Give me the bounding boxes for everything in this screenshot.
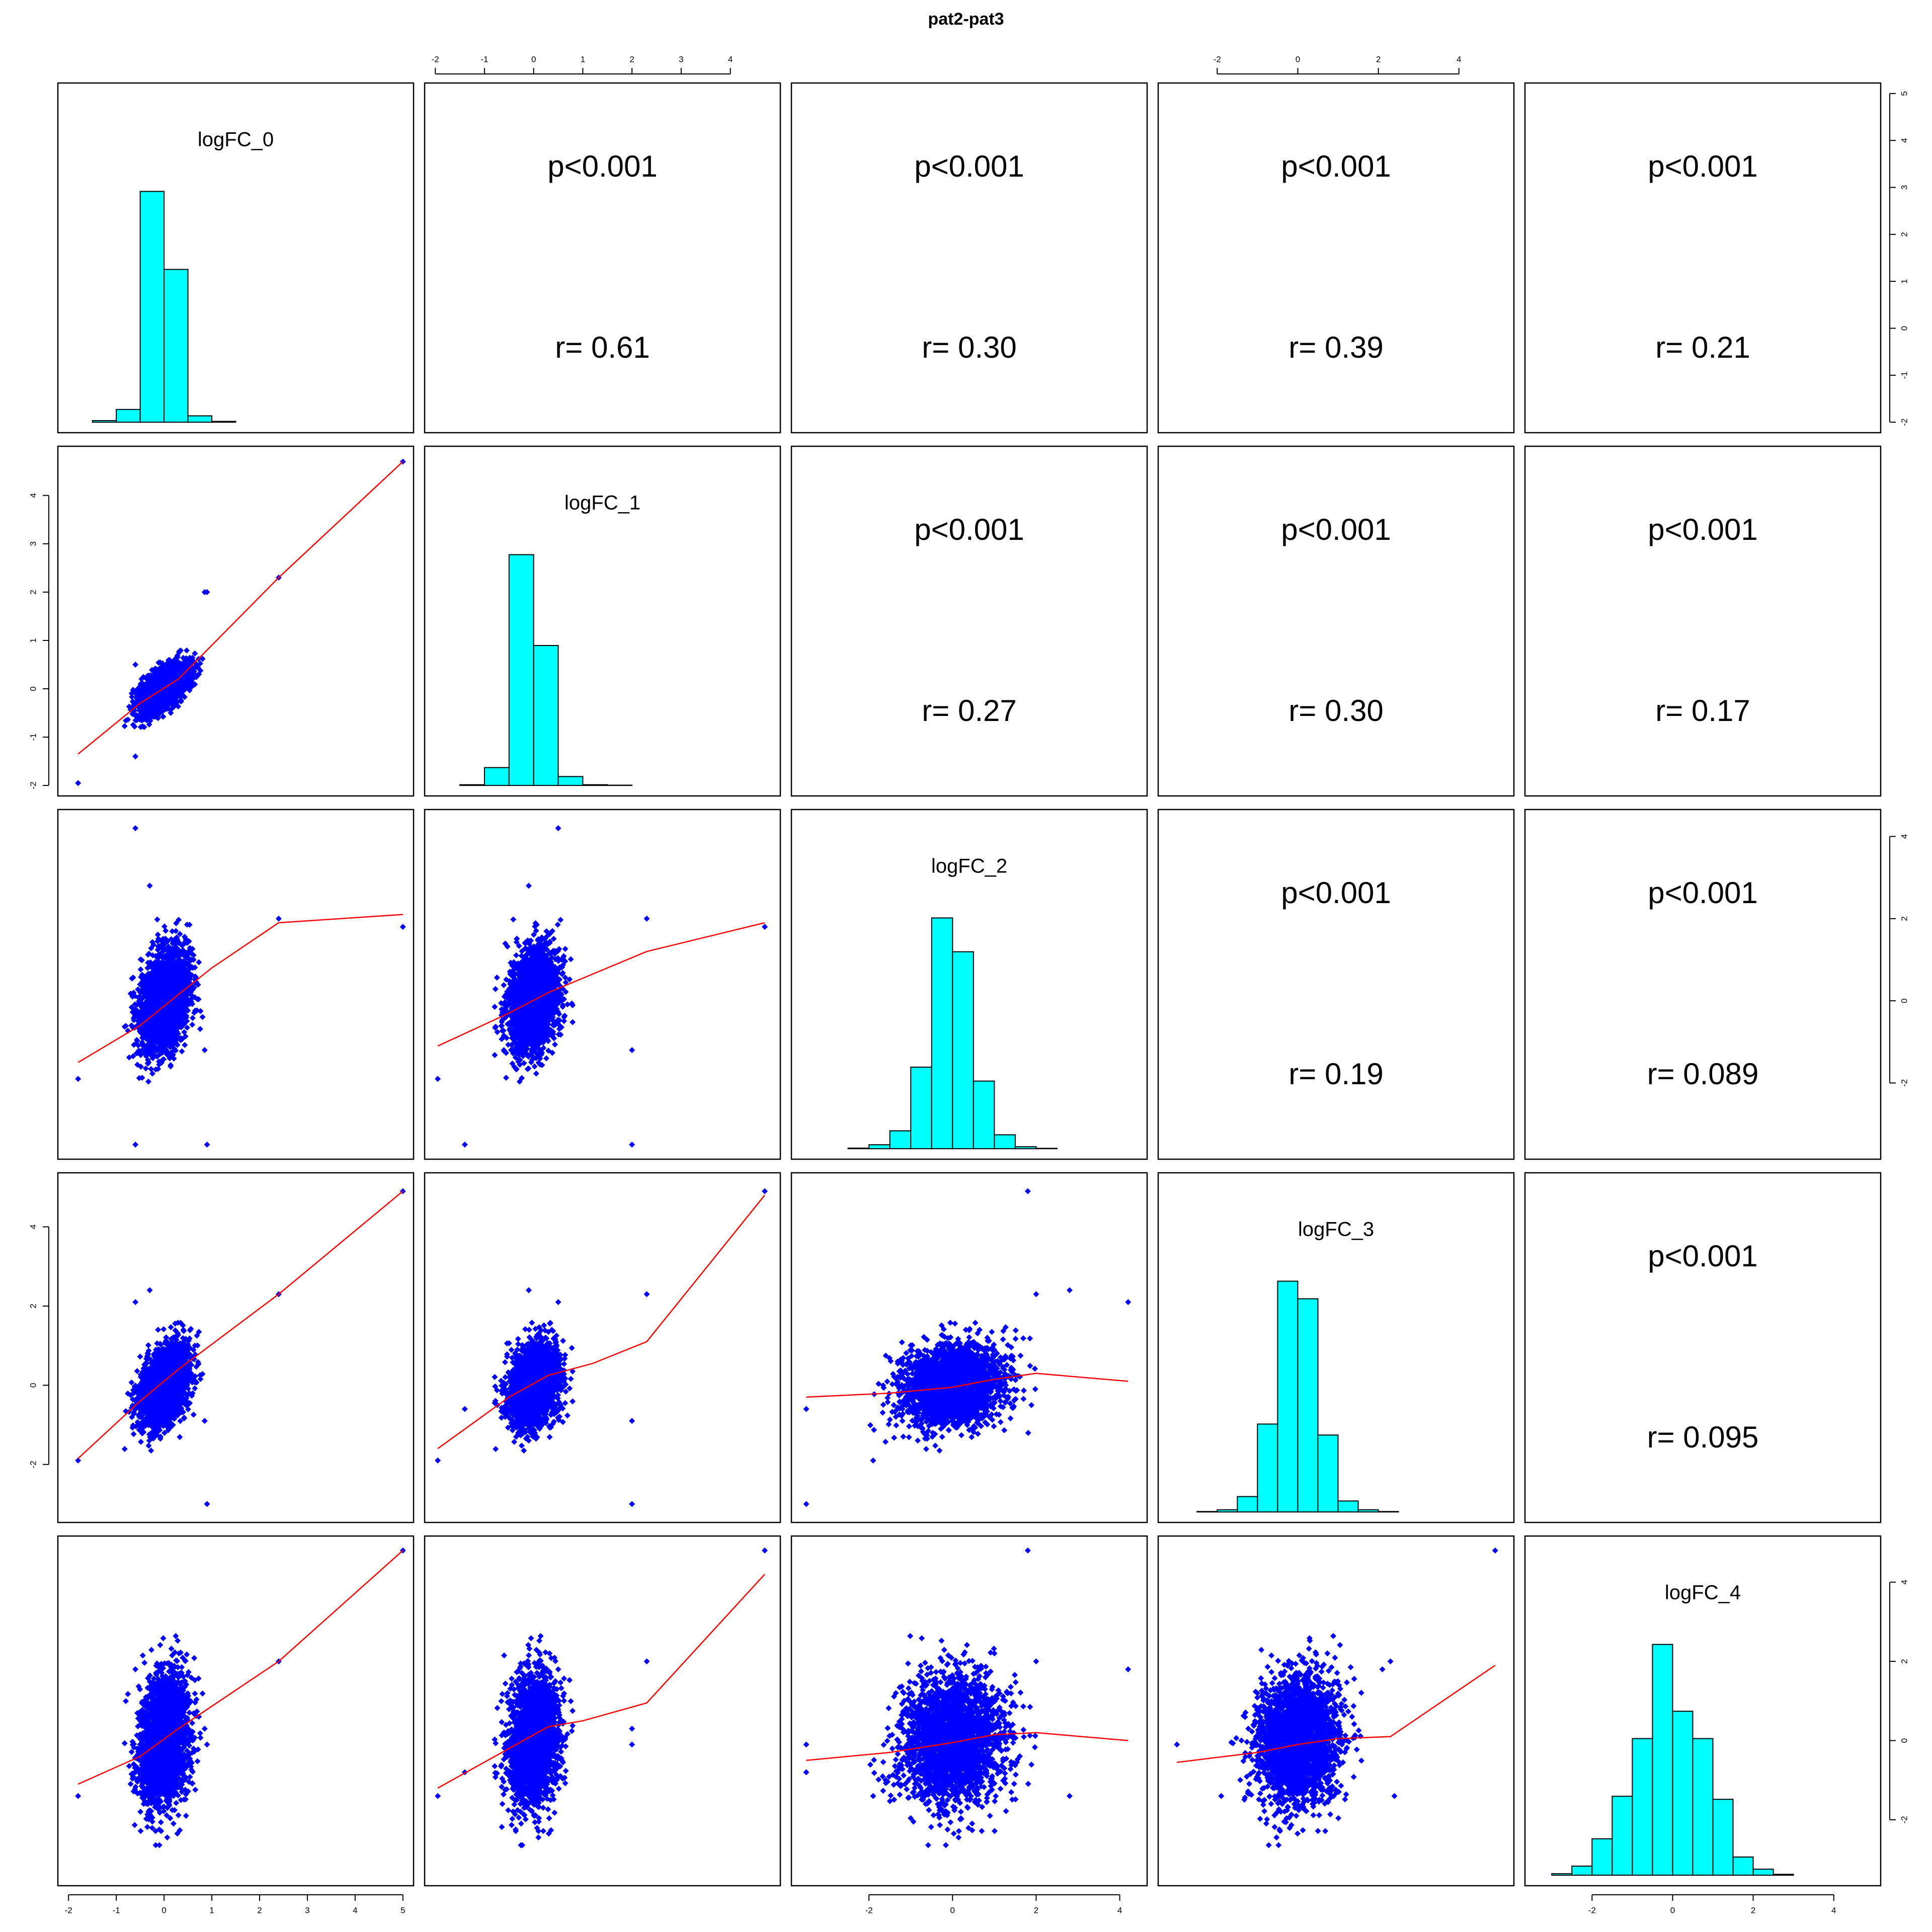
scatter-point <box>196 959 202 965</box>
histogram-bar <box>558 776 583 785</box>
correlation-text: r= 0.30 <box>922 331 1016 364</box>
panel-frame <box>1158 446 1514 796</box>
histogram-bar <box>188 416 212 422</box>
scatter-point <box>181 1029 187 1035</box>
histogram-bar <box>509 554 534 785</box>
panel-0-1: p<0.001 r= 0.61 <box>425 83 780 433</box>
histogram-bar <box>140 191 164 422</box>
panel-frame <box>791 83 1147 433</box>
correlation-text: r= 0.17 <box>1655 694 1750 728</box>
panel-frame <box>58 810 414 1159</box>
variable-label: logFC_1 <box>565 492 640 514</box>
p-value-text: p<0.001 <box>914 513 1024 546</box>
histogram-bar <box>212 422 235 423</box>
p-value-text: p<0.001 <box>1648 513 1758 546</box>
smoother-line <box>78 461 403 754</box>
panel-frame <box>791 446 1147 796</box>
correlation-text: r= 0.21 <box>1655 331 1750 364</box>
scatter-point <box>138 967 144 973</box>
scatter-logFC_0-vs-logFC_1 <box>75 458 406 786</box>
histogram-bar <box>93 421 116 422</box>
correlation-text: r= 0.27 <box>922 694 1016 728</box>
panel-0-2: p<0.001 r= 0.30 <box>791 83 1147 433</box>
scatter-point <box>162 923 168 929</box>
scatter-point <box>132 662 138 668</box>
histogram-bar <box>607 785 632 786</box>
scatter-point <box>189 1022 195 1028</box>
panel-1-0 <box>58 446 414 796</box>
panel-0-4: p<0.001 r= 0.21 <box>1525 83 1881 433</box>
panel-0-0: logFC_0 <box>58 83 414 433</box>
correlation-text: r= 0.30 <box>1289 694 1383 728</box>
panel-0-3: p<0.001 r= 0.39 <box>1158 83 1514 433</box>
panel-1-3: p<0.001 r= 0.30 <box>1158 446 1514 796</box>
histogram-bar <box>164 269 188 422</box>
histogram-logFC_1 <box>460 554 632 785</box>
scatter-point <box>145 1079 151 1085</box>
p-value-text: p<0.001 <box>1281 149 1391 183</box>
scatter-point <box>75 780 81 786</box>
panel-frame <box>425 83 780 433</box>
panel-frame <box>1525 83 1881 433</box>
histogram-logFC_0 <box>93 191 236 422</box>
histogram-bar <box>116 410 140 422</box>
correlation-text: r= 0.61 <box>555 331 650 364</box>
variable-label: logFC_0 <box>198 129 274 151</box>
scatter-point <box>184 648 190 654</box>
p-value-text: p<0.001 <box>1648 149 1758 183</box>
correlation-text: r= 0.39 <box>1289 331 1383 364</box>
scatter-point <box>182 1042 188 1048</box>
scatter-point <box>132 754 138 760</box>
scatter-point <box>200 1014 206 1020</box>
chart-title: pat2-pat3 <box>928 10 1004 29</box>
p-value-text: p<0.001 <box>547 149 658 183</box>
panel-2-0 <box>58 810 414 1159</box>
histogram-bar <box>534 646 558 785</box>
scatter-point <box>149 1071 155 1077</box>
p-value-text: p<0.001 <box>914 149 1024 183</box>
scatter-logFC_0-vs-logFC_2 <box>75 825 406 1148</box>
panel-frame <box>1525 446 1881 796</box>
panel-1-1: logFC_1 <box>425 446 780 796</box>
scatter-point <box>122 723 128 729</box>
p-value-text: p<0.001 <box>1281 513 1391 546</box>
scatter-point <box>190 1015 196 1021</box>
histogram-bar <box>485 768 509 786</box>
scatter-point <box>197 1026 203 1032</box>
panel-1-4: p<0.001 r= 0.17 <box>1525 446 1881 796</box>
panel-1-2: p<0.001 r= 0.27 <box>791 446 1147 796</box>
scatter-point <box>155 932 161 938</box>
panel-frame <box>1158 83 1514 433</box>
